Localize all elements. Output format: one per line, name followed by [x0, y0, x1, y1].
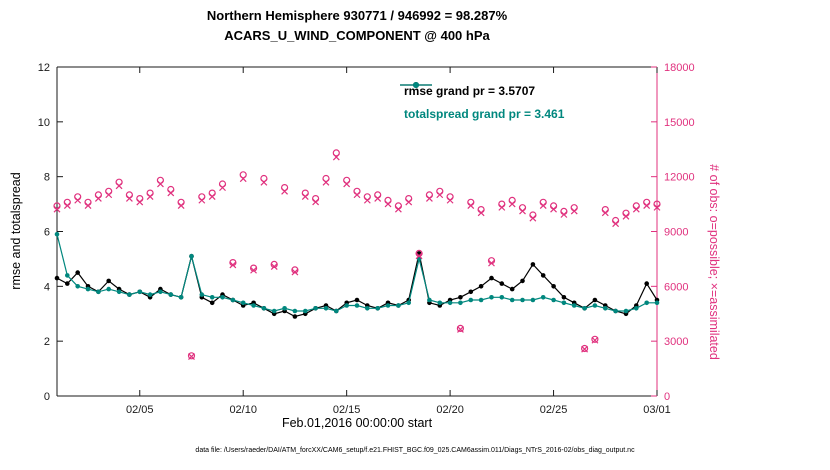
series-obs_possible	[53, 149, 661, 360]
y-right-tick-label: 3000	[664, 336, 688, 348]
y-left-tick-label: 8	[44, 172, 50, 184]
y-right-tick-label: 15000	[664, 117, 695, 129]
series-totalspread	[54, 231, 660, 314]
y-left-tick-label: 6	[44, 227, 50, 239]
y-left-tick-label: 0	[44, 391, 50, 403]
legend-item-totalspread: totalspread grand pr = 3.461	[398, 82, 565, 125]
y-left-tick-label: 2	[44, 336, 50, 348]
y-right-tick-label: 0	[664, 391, 670, 403]
axes-box	[56, 66, 658, 397]
series-obs_assimilated	[53, 153, 661, 360]
y-right-tick-label: 12000	[664, 172, 695, 184]
x-tick-label: 02/05	[126, 404, 154, 416]
x-tick-label: 02/10	[229, 404, 257, 416]
y-axis-right-label: # of obs: o=possible; ×=assimilated	[707, 164, 721, 360]
legend-label-rmse: rmse grand pr = 3.5707	[404, 83, 536, 98]
y-axis-left-label: rmse and totalspread	[9, 172, 23, 290]
legend-label-totalspread: totalspread grand pr = 3.461	[404, 106, 565, 121]
plot-title-line2: ACARS_U_WIND_COMPONENT @ 400 hPa	[224, 28, 490, 43]
y-left-tick-label: 10	[38, 117, 50, 129]
y-left-tick-label: 12	[38, 62, 50, 74]
y-axis-right-ticks: 0 3000 6000 9000 12000 15000 18000	[651, 62, 695, 403]
x-tick-label: 02/20	[436, 404, 464, 416]
y-right-tick-label: 9000	[664, 227, 688, 239]
legend-swatch-totalspread-line-marker	[400, 82, 432, 88]
legend: rmse grand pr = 3.5707 totalspread grand…	[398, 79, 564, 125]
x-axis-label: Feb.01,2016 00:00:00 start	[281, 416, 433, 430]
plot-title-line1: Northern Hemisphere 930771 / 946992 = 98…	[206, 8, 508, 23]
series-rmse	[54, 251, 660, 319]
x-tick-label: 02/25	[540, 404, 568, 416]
x-tick-label: 03/01	[643, 404, 671, 416]
y-axis-left-ticks: 0 2 4 6 8 10 12	[38, 62, 63, 403]
x-axis-ticks: 02/05 02/10 02/15 02/20 02/25 03/01	[126, 67, 671, 416]
y-left-tick-label: 4	[44, 281, 50, 293]
y-right-tick-label: 6000	[664, 281, 688, 293]
x-tick-label: 02/15	[333, 404, 361, 416]
data-file-caption: data file: /Users/raeder/DAI/ATM_forcXX/…	[195, 447, 635, 454]
y-right-tick-label: 18000	[664, 62, 695, 74]
